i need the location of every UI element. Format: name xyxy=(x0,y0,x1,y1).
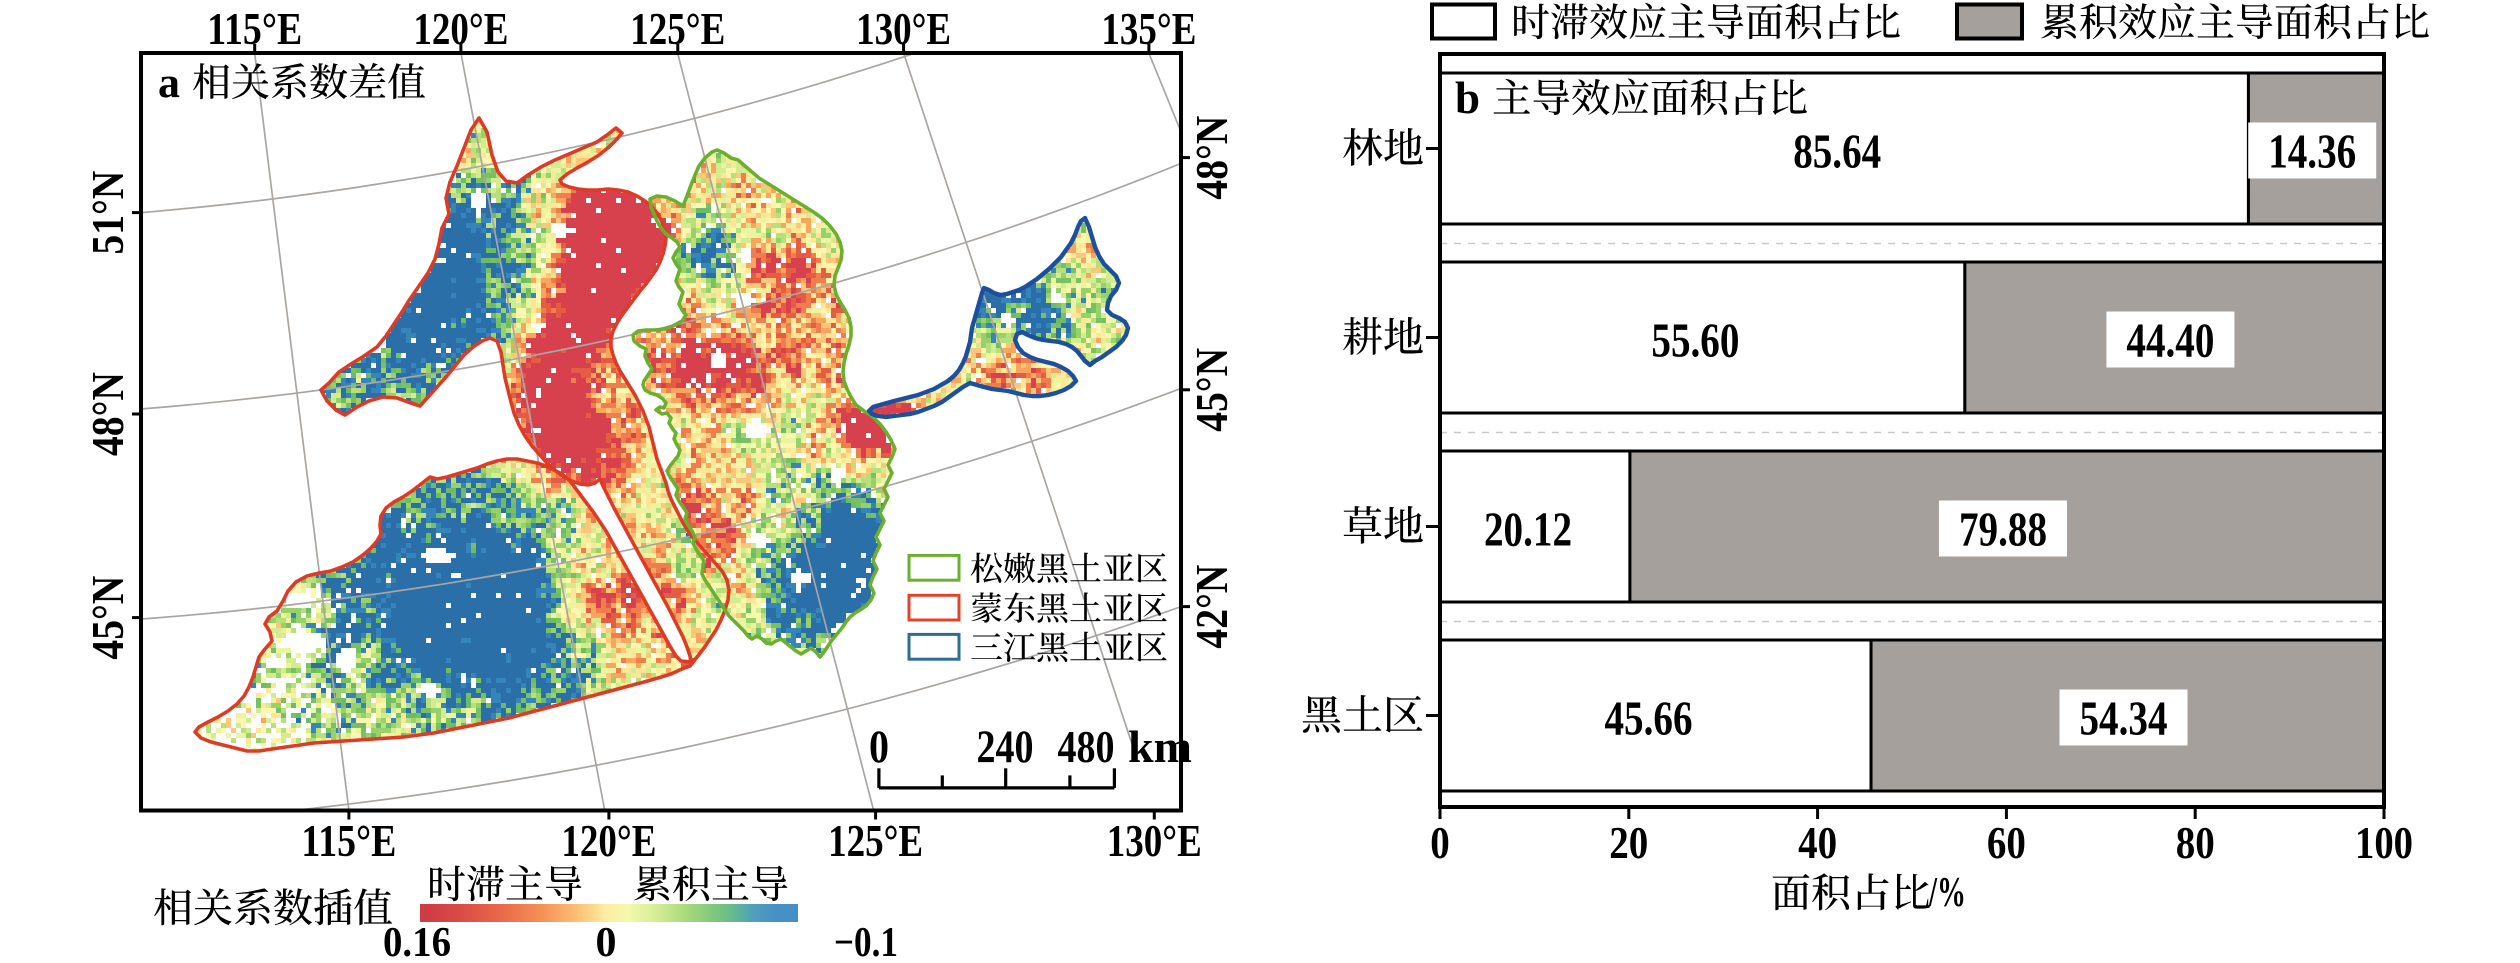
svg-text:125°E: 125°E xyxy=(630,3,725,54)
svg-text:44.40: 44.40 xyxy=(2126,313,2214,368)
svg-text:115°E: 115°E xyxy=(207,3,302,54)
svg-text:/%: /% xyxy=(1928,870,1966,916)
svg-text:115°E: 115°E xyxy=(301,815,396,866)
svg-text:130°E: 130°E xyxy=(856,3,951,54)
svg-text:0: 0 xyxy=(1430,818,1450,868)
svg-text:14.36: 14.36 xyxy=(2268,124,2356,179)
svg-text:km: km xyxy=(1128,721,1192,772)
svg-text:100: 100 xyxy=(2355,818,2413,868)
svg-text:85.64: 85.64 xyxy=(1793,124,1881,179)
svg-text:0: 0 xyxy=(869,721,889,773)
svg-text:79.88: 79.88 xyxy=(1959,502,2047,557)
svg-text:240: 240 xyxy=(977,721,1034,773)
svg-text:480: 480 xyxy=(1058,721,1115,772)
svg-text:40: 40 xyxy=(1798,818,1837,868)
svg-text:60: 60 xyxy=(1987,818,2026,868)
svg-text:80: 80 xyxy=(2176,818,2215,868)
svg-text:125°E: 125°E xyxy=(828,815,923,866)
svg-text:45°N: 45°N xyxy=(82,576,133,660)
svg-text:120°E: 120°E xyxy=(561,815,656,866)
svg-text:a: a xyxy=(158,58,180,107)
svg-text:135°E: 135°E xyxy=(1101,3,1196,54)
svg-text:51°N: 51°N xyxy=(82,171,133,255)
svg-text:45.66: 45.66 xyxy=(1605,691,1693,746)
svg-text:130°E: 130°E xyxy=(1107,815,1202,866)
svg-text:45°N: 45°N xyxy=(1186,348,1237,432)
svg-text:120°E: 120°E xyxy=(413,3,508,54)
svg-text:20: 20 xyxy=(1609,818,1648,868)
svg-text:0: 0 xyxy=(596,920,617,958)
svg-text:−0.1: −0.1 xyxy=(834,920,898,958)
svg-text:b: b xyxy=(1455,73,1480,123)
svg-text:48°N: 48°N xyxy=(82,372,133,456)
svg-text:0.16: 0.16 xyxy=(383,920,451,958)
svg-text:55.60: 55.60 xyxy=(1651,313,1739,368)
svg-text:48°N: 48°N xyxy=(1186,116,1237,200)
svg-text:42°N: 42°N xyxy=(1186,565,1237,649)
svg-text:54.34: 54.34 xyxy=(2080,691,2168,746)
svg-text:20.12: 20.12 xyxy=(1484,502,1572,557)
